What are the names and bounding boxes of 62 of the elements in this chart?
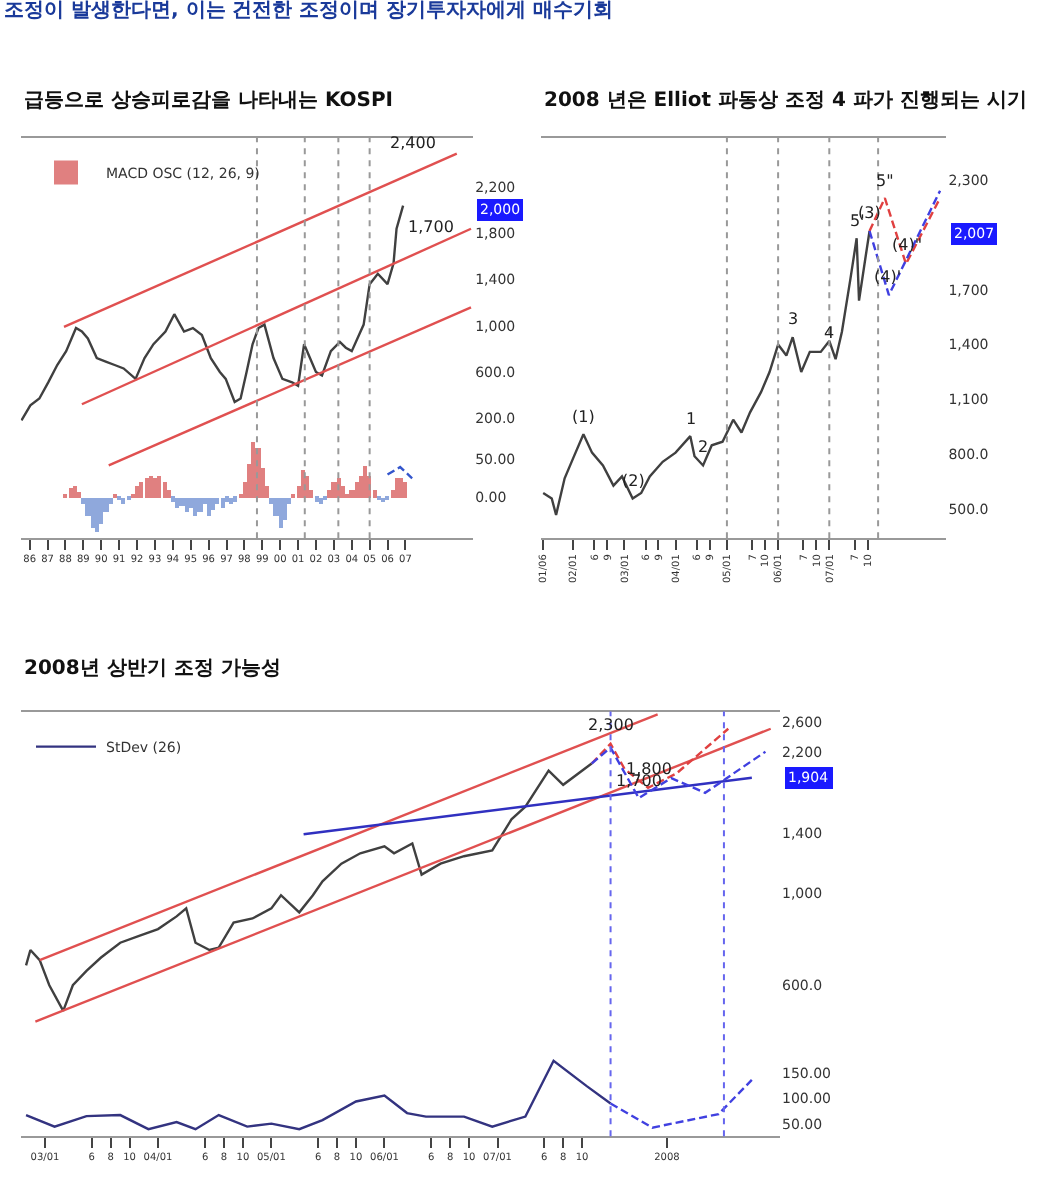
chart-title: 2008년 상반기 조정 가능성 [24, 658, 281, 680]
bar [68, 487, 73, 498]
line-series [590, 746, 767, 800]
bar [138, 481, 143, 498]
bar [120, 497, 125, 504]
bar [348, 489, 355, 498]
bar [232, 495, 237, 502]
line-series [20, 204, 405, 422]
annotation: (1) [572, 408, 595, 426]
bar [196, 497, 203, 512]
bar [72, 485, 77, 498]
bar [330, 481, 337, 498]
bar [90, 497, 95, 528]
bar [214, 497, 219, 504]
annotation: 5' [850, 212, 865, 230]
bar [166, 489, 171, 498]
bar [402, 481, 407, 498]
annotation: 1,700 [408, 218, 454, 236]
text: 조정이 발생한다면, 이는 건전한 조정이며 장기투자자에게 매수기회 [4, 0, 614, 22]
bar [144, 477, 149, 498]
bar [326, 489, 331, 498]
bar [178, 497, 185, 506]
bar [184, 497, 189, 512]
bar [162, 481, 167, 498]
bar [108, 497, 113, 504]
line-series [24, 1059, 612, 1131]
annotation: 2 [698, 438, 709, 456]
chart-title: 급등으로 상승피로감을 나타내는 KOSPI [24, 90, 393, 112]
bar [98, 497, 103, 524]
bar [220, 497, 225, 508]
annotation: 1 [686, 410, 697, 428]
bar [210, 497, 215, 510]
line-series [24, 762, 593, 1013]
annotation: 2,300 [588, 716, 634, 734]
bar [170, 495, 175, 502]
annotation: 2,400 [390, 134, 436, 152]
bar [394, 477, 399, 498]
bar [156, 475, 161, 498]
bar [174, 497, 179, 508]
bar [192, 497, 197, 516]
bar [134, 485, 139, 498]
bar [282, 497, 287, 520]
bar [76, 491, 81, 498]
bar [314, 495, 319, 502]
bar [340, 485, 345, 498]
line-series [541, 229, 871, 517]
chart-title: 2008 년은 Elliot 파동상 조정 4 파가 진행되는 시기 [544, 90, 1027, 112]
bar [398, 477, 403, 498]
bar [224, 495, 229, 502]
bar [148, 475, 153, 498]
annotation: 1,800 [626, 760, 672, 778]
bar [318, 497, 323, 504]
bar [354, 481, 359, 498]
bar [362, 465, 367, 498]
bar [250, 441, 255, 498]
line-series [609, 1078, 754, 1129]
annotation: 5" [876, 172, 894, 190]
annotation: 3 [788, 310, 799, 328]
bar [228, 497, 233, 504]
annotation: 4 [824, 324, 835, 342]
bar [278, 497, 283, 528]
bar [206, 497, 211, 516]
